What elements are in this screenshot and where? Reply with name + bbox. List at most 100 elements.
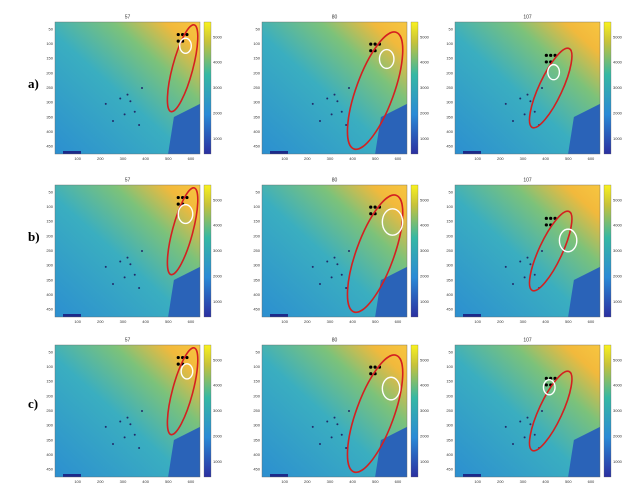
colorbar-tick-label: 4000 [420, 60, 430, 65]
colorbar-tick-label: 1000 [613, 459, 623, 464]
dot [340, 273, 343, 276]
y-tick-label: 300 [46, 100, 53, 105]
low-strip [63, 474, 81, 477]
panel: 57 100 200 300 400 500 600 50 100 150 200 250 300 350… [46, 177, 222, 324]
y-tick-label: 150 [253, 379, 260, 384]
white-circle [381, 376, 401, 401]
x-tick-label: 100 [74, 319, 81, 324]
x-tick-label: 300 [120, 319, 127, 324]
y-tick-label: 450 [253, 467, 260, 472]
dot [345, 446, 348, 449]
dot [330, 276, 333, 279]
colorbar-tick-label: 5000 [213, 34, 223, 39]
colorbar [603, 21, 612, 155]
y-tick-label: 200 [446, 70, 453, 75]
x-tick-label: 100 [74, 479, 81, 484]
colorbar-tick-label: 2000 [213, 110, 223, 115]
colorbar [203, 344, 212, 478]
dot [512, 283, 514, 285]
dot [123, 276, 126, 279]
row-label: a) [28, 76, 39, 91]
x-tick-label: 300 [520, 156, 527, 161]
y-tick-label: 300 [253, 263, 260, 268]
dot [544, 53, 548, 57]
dot [185, 195, 189, 200]
colorbar-tick-label: 5000 [213, 197, 223, 202]
y-tick-label: 450 [446, 467, 453, 472]
low-strip [463, 314, 481, 317]
red-ellipse [166, 186, 199, 276]
y-tick-label: 400 [446, 452, 453, 457]
low-strip [63, 314, 81, 317]
y-tick-label: 300 [46, 423, 53, 428]
dot [504, 265, 507, 268]
red-ellipse [166, 23, 199, 113]
colorbar-tick-label: 1000 [213, 136, 223, 141]
y-tick-label: 150 [446, 219, 453, 224]
dot [541, 250, 543, 252]
dot [311, 265, 314, 268]
dot [176, 202, 180, 206]
dot [519, 97, 522, 100]
red-ellipse [346, 31, 404, 151]
x-tick-label: 400 [349, 479, 356, 484]
y-tick-label: 400 [46, 129, 53, 134]
x-tick-label: 400 [142, 156, 149, 161]
y-tick-label: 250 [253, 408, 260, 413]
colorbar-tick-label: 2000 [213, 273, 223, 278]
dot [138, 123, 141, 126]
panel: 107 100 200 300 400 500 600 50 100 150 200 250 300 35… [446, 337, 622, 484]
y-tick-label: 300 [446, 263, 453, 268]
y-tick-label: 250 [46, 408, 53, 413]
y-tick-label: 50 [49, 349, 54, 354]
colorbar-tick-label: 3000 [420, 248, 430, 253]
dot [519, 260, 522, 263]
row-label: b) [28, 229, 40, 244]
red-ellipse [528, 47, 573, 129]
dot [129, 423, 132, 426]
dot [523, 113, 526, 116]
y-tick-label: 250 [446, 248, 453, 253]
x-tick-label: 400 [542, 479, 549, 484]
panel-title: 80 [332, 177, 338, 183]
x-tick-label: 200 [497, 479, 504, 484]
y-tick-label: 350 [46, 437, 53, 442]
panel: 57 100 200 300 400 500 600 50 100 150 200 250 300 350… [46, 14, 222, 161]
dot [529, 263, 532, 266]
panel: 107 100 200 300 400 500 600 50 100 150 200 250 300 35… [446, 14, 622, 161]
dot [373, 365, 377, 369]
dot [533, 110, 536, 113]
panel-title: 57 [125, 337, 131, 343]
x-tick-label: 300 [327, 479, 334, 484]
colorbar [603, 344, 612, 478]
colorbar [203, 21, 212, 155]
colorbar-tick-label: 3000 [613, 408, 623, 413]
x-tick-label: 400 [542, 319, 549, 324]
y-tick-label: 100 [253, 364, 260, 369]
low-region [375, 103, 407, 154]
y-tick-label: 200 [253, 393, 260, 398]
dot [348, 410, 350, 412]
x-tick-label: 200 [97, 319, 104, 324]
dot [340, 110, 343, 113]
y-tick-label: 350 [446, 277, 453, 282]
panel: 107 100 200 300 400 500 600 50 100 150 200 250 300 35… [446, 177, 622, 324]
colorbar [603, 184, 612, 318]
y-tick-label: 200 [446, 233, 453, 238]
low-strip [270, 314, 288, 317]
x-tick-label: 500 [165, 156, 172, 161]
colorbar-tick-label: 4000 [420, 223, 430, 228]
white-circle [178, 37, 192, 54]
colorbar-tick-label: 1000 [213, 299, 223, 304]
colorbar-tick-label: 4000 [613, 60, 623, 65]
dot [333, 93, 336, 96]
y-tick-label: 350 [446, 437, 453, 442]
x-tick-label: 100 [281, 156, 288, 161]
colorbar-tick-label: 5000 [613, 197, 623, 202]
low-region [375, 426, 407, 477]
y-tick-label: 450 [46, 307, 53, 312]
red-ellipse [166, 346, 199, 436]
dot [336, 263, 339, 266]
low-region [568, 103, 600, 154]
colorbar-tick-label: 1000 [613, 136, 623, 141]
